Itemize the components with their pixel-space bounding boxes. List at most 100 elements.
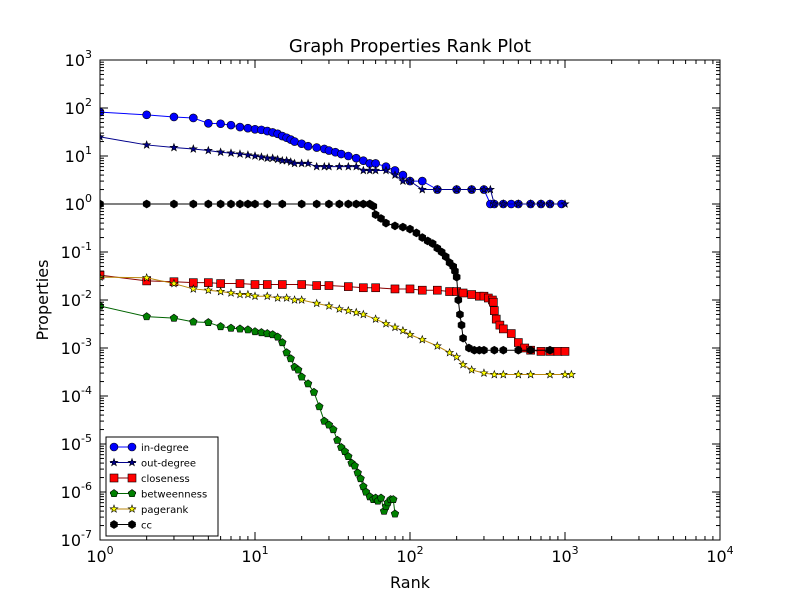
x-tick-label: 104 [706,544,733,566]
legend-marker [109,442,119,452]
data-point-cc [457,320,466,330]
data-point-closeness [560,347,570,356]
data-point-betweenness [273,332,282,341]
data-point-out-degree [545,199,555,208]
data-point-betweenness [294,365,303,374]
data-point-out-degree [312,161,322,171]
data-point-cc [391,221,399,231]
axis-ticks: 100 101 102 103 104 10-7 10-6 10-5 10-4 10-3 10-2 1… [61,48,734,566]
data-point-cc [312,199,321,209]
legend-label: pagerank [141,505,189,516]
data-point-closeness [536,347,546,356]
data-point-out-degree [235,149,245,158]
data-point-cc [263,199,272,209]
data-point-cc [335,199,344,209]
data-point-cc [499,345,508,355]
data-point-pagerank [444,347,455,357]
legend-entry-closeness: closeness [109,473,190,485]
data-point-cc [297,199,306,209]
data-point-out-degree [250,151,260,160]
data-point-pagerank [142,272,152,282]
data-point-pagerank [358,309,368,319]
data-point-closeness [344,282,353,291]
data-point-pagerank [235,289,245,299]
series-closeness [100,270,570,356]
data-point-cc [369,201,378,211]
data-point-betweenness [389,495,398,503]
data-point-betweenness [189,317,198,326]
data-point-betweenness [390,509,400,518]
data-point-out-degree [273,154,283,164]
y-tick-label: 102 [65,96,92,118]
data-point-pagerank [250,291,260,301]
data-point-out-degree [216,147,226,157]
y-axis-label: Properties [33,260,52,341]
data-point-out-degree [203,145,213,155]
data-point-closeness [489,297,498,307]
data-point-out-degree [467,184,477,194]
data-point-pagerank [297,295,307,304]
data-point-out-degree [536,199,546,208]
data-point-out-degree [452,184,462,194]
data-point-cc [377,214,385,223]
data-point-pagerank [432,341,442,350]
data-point-betweenness [216,322,225,331]
data-point-out-degree [405,176,415,185]
x-tick-label: 103 [551,544,578,566]
data-point-cc [412,228,421,238]
data-point-closeness [216,279,225,288]
data-point-pagerank [452,352,462,361]
data-point-pagerank [390,322,400,332]
legend-entry-pagerank: pagerank [109,504,189,516]
data-point-out-degree [303,158,313,168]
data-point-pagerank [513,369,523,379]
data-point-pagerank [226,288,236,297]
data-point-cc [142,199,151,209]
data-point-cc [227,199,235,209]
data-point-closeness [417,285,427,295]
legend-entry-cc: cc [110,520,152,532]
legend-box [105,436,219,537]
data-point-out-degree [243,150,253,159]
data-point-closeness [390,284,400,294]
y-tick-label: 10-2 [61,288,92,310]
data-point-pagerank [188,284,198,293]
data-point-cc [325,199,333,209]
data-point-betweenness [226,323,236,332]
data-point-betweenness [356,474,365,483]
data-point-out-degree [268,153,278,163]
data-point-out-degree [390,170,400,179]
data-point-betweenness [243,325,253,334]
data-point-cc [526,345,535,355]
data-point-pagerank [467,365,477,374]
data-point-pagerank [498,369,508,379]
data-point-cc [278,199,287,209]
data-point-out-degree [142,140,152,149]
data-point-closeness [250,280,260,289]
data-point-betweenness [350,461,359,470]
data-point-closeness [467,290,476,299]
data-point-cc [382,218,390,228]
data-point-cc [216,199,225,209]
data-point-pagerank [216,286,226,296]
data-point-closeness [458,288,468,298]
data-point-out-degree [485,184,495,194]
data-point-pagerank [489,369,499,379]
y-tick-label: 100 [65,192,92,214]
series-line-out-degree [100,136,565,205]
legend: in-degree out-degree closeness betweenness p… [105,436,219,537]
data-point-betweenness [329,425,338,434]
data-point-betweenness [297,372,306,381]
data-point-out-degree [188,144,198,153]
data-point-pagerank [458,359,468,369]
legend-marker [109,473,119,483]
data-point-betweenness [257,328,266,337]
data-point-in-degree [344,151,353,161]
data-point-cc [359,199,368,209]
data-point-pagerank [262,291,272,301]
data-point-cc [236,199,244,209]
data-point-pagerank [381,318,391,328]
data-point-closeness [371,283,380,293]
data-point-cc [399,222,407,232]
data-point-out-degree [226,148,236,157]
